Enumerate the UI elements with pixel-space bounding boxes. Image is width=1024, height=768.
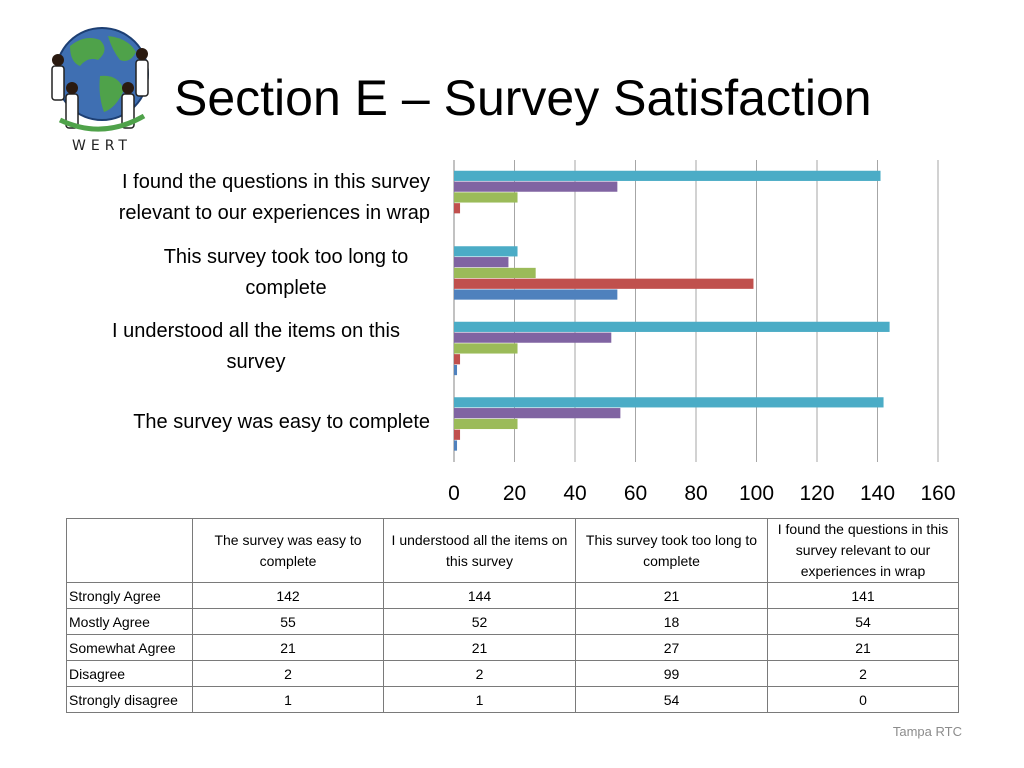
table-column-header: I understood all the items on this surve… (383, 518, 576, 583)
bar (454, 321, 890, 332)
category-label-line: I understood all the items on this (112, 320, 400, 342)
table-row: Mostly Agree 55 52 18 54 (66, 608, 959, 635)
table-row-label: Somewhat Agree (66, 634, 193, 661)
category-label-understood: I understood all the items on this surve… (76, 316, 436, 378)
table-cell: 27 (575, 634, 768, 661)
bar (454, 408, 621, 419)
table-cell: 52 (383, 608, 576, 635)
footer-text: Tampa RTC (892, 724, 962, 739)
x-tick-label: 80 (684, 482, 707, 505)
x-tick-label: 140 (860, 482, 895, 505)
bar (454, 332, 612, 343)
table-row-label: Disagree (66, 660, 193, 687)
table-row-label: Mostly Agree (66, 608, 193, 635)
category-label-too-long: This survey took too long to complete (136, 242, 436, 304)
table-row: Somewhat Agree 21 21 27 21 (66, 634, 959, 661)
data-table: The survey was easy to complete I unders… (66, 518, 959, 713)
bar (454, 267, 536, 279)
bar (454, 397, 884, 408)
table-cell: 2 (767, 660, 959, 687)
table-cell: 21 (192, 634, 384, 661)
category-label-line: relevant to our experiences in wrap (118, 202, 430, 224)
category-label-line: I found the questions in this survey (122, 171, 430, 193)
bar (454, 278, 754, 289)
table-row: Strongly disagree 1 1 54 0 (66, 686, 959, 713)
table-row-label: Strongly disagree (66, 686, 193, 713)
bar-chart: 0 20 40 60 80 100 120 140 160 (448, 160, 956, 505)
table-cell: 54 (767, 608, 959, 635)
x-tick-label: 40 (563, 482, 586, 505)
table-cell: 1 (383, 686, 576, 713)
category-label-line: This survey took too long to (163, 246, 409, 268)
x-tick-label: 160 (920, 482, 955, 505)
bar (454, 440, 458, 451)
table-cell: 21 (575, 582, 768, 609)
bar (454, 181, 618, 192)
bar (454, 170, 881, 181)
table-row: Disagree 2 2 99 2 (66, 660, 959, 687)
table-cell: 21 (383, 634, 576, 661)
table-cell: 144 (383, 582, 576, 609)
bar (454, 192, 518, 203)
table-header-row: The survey was easy to complete I unders… (66, 518, 959, 583)
table-cell: 55 (192, 608, 384, 635)
table-cell: 141 (767, 582, 959, 609)
table-cell: 2 (192, 660, 384, 687)
table-corner-cell (66, 518, 193, 583)
table-cell: 142 (192, 582, 384, 609)
table-cell: 54 (575, 686, 768, 713)
x-tick-label: 20 (503, 482, 526, 505)
page-title: Section E – Survey Satisfaction (174, 70, 872, 126)
x-tick-label: 120 (799, 482, 834, 505)
logo-text: WERT (72, 138, 132, 154)
table-cell: 2 (383, 660, 576, 687)
table-cell: 0 (767, 686, 959, 713)
category-label-line: survey (226, 351, 286, 373)
bar (454, 257, 509, 268)
table-cell: 18 (575, 608, 768, 635)
x-tick-label: 0 (448, 482, 460, 505)
table-cell: 1 (192, 686, 384, 713)
category-label-line: The survey was easy to complete (133, 411, 430, 433)
table-column-header: I found the questions in this survey rel… (767, 518, 959, 583)
bar (454, 343, 518, 354)
x-tick-label: 100 (739, 482, 774, 505)
wert-logo: WERT (51, 27, 149, 154)
bar (454, 418, 518, 430)
bar (454, 203, 461, 214)
bar (454, 289, 618, 300)
table-row-label: Strongly Agree (66, 582, 193, 609)
table-column-header: The survey was easy to complete (192, 518, 384, 583)
x-tick-label: 60 (624, 482, 647, 505)
table-column-header: This survey took too long to complete (575, 518, 768, 583)
bar (454, 364, 458, 376)
bar (454, 246, 518, 257)
category-label-line: complete (245, 277, 327, 299)
table-cell: 21 (767, 634, 959, 661)
bar (454, 354, 461, 365)
bar (454, 429, 461, 440)
table-row: Strongly Agree 142 144 21 141 (66, 582, 959, 609)
table-cell: 99 (575, 660, 768, 687)
category-label-relevant: I found the questions in this survey rel… (30, 167, 430, 229)
category-label-easy: The survey was easy to complete (30, 407, 430, 438)
